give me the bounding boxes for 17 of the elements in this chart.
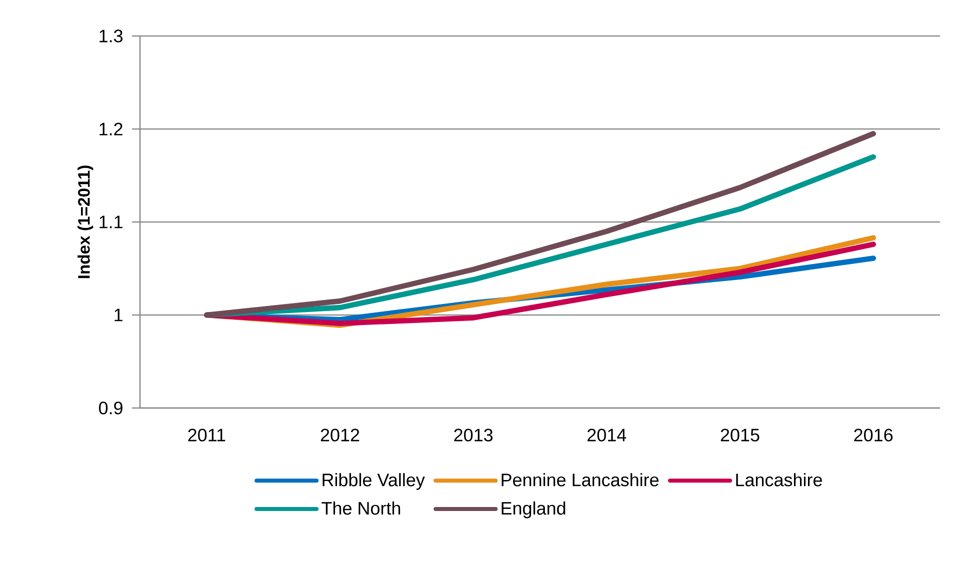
x-tick-label: 2016 — [854, 428, 893, 442]
y-tick-label: 1 — [114, 308, 122, 322]
legend-label: England — [502, 501, 566, 518]
legend-label: The North — [322, 501, 400, 515]
x-tick-label: 2015 — [720, 428, 760, 442]
y-axis-title: Index (1=2011) — [78, 166, 94, 278]
legend-label: Lancashire — [736, 473, 822, 486]
legend-label: Pennine Lancashire — [502, 473, 659, 486]
x-tick-label: 2014 — [588, 428, 626, 442]
y-tick-label: 0.9 — [98, 402, 122, 414]
y-tick-label: 1.3 — [100, 30, 123, 42]
x-tick-label: 2013 — [454, 428, 493, 442]
x-tick-label: 2012 — [320, 428, 360, 442]
legend-label: Ribble Valley — [322, 473, 425, 490]
y-tick-label: 1.2 — [100, 122, 122, 136]
x-tick-label: 2011 — [188, 428, 226, 442]
y-tick-label: 1.1 — [100, 216, 122, 228]
